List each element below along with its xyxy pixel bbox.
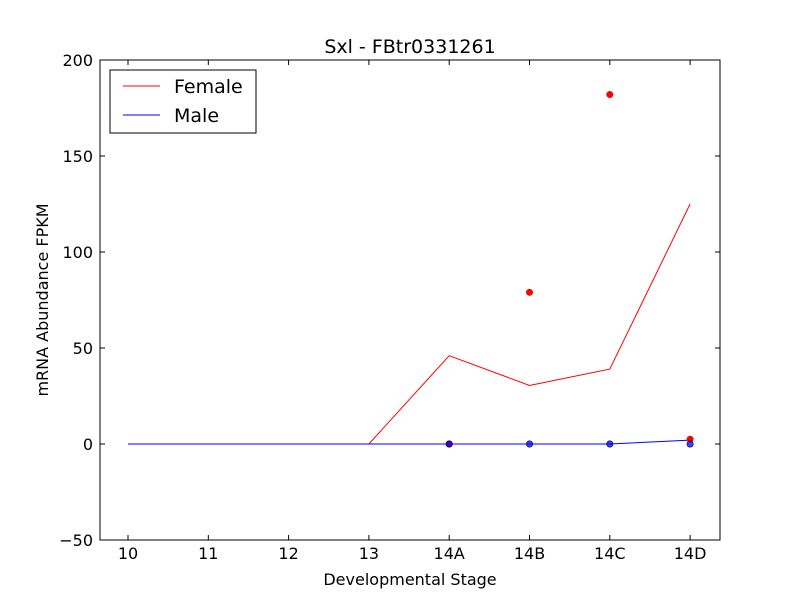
x-tick-label: 12 — [278, 544, 298, 563]
data-point-male — [525, 440, 533, 448]
y-axis-label: mRNA Abundance FPKM — [33, 203, 52, 396]
y-tick-label: 50 — [73, 339, 93, 358]
x-tick-label: 14B — [514, 544, 545, 563]
series-line-male — [128, 439, 691, 445]
y-tick-label: 100 — [62, 243, 93, 262]
legend: Female Male — [109, 69, 257, 134]
data-point-male — [445, 440, 453, 448]
y-tick-label: 200 — [62, 51, 93, 70]
y-tick-label: 150 — [62, 147, 93, 166]
x-axis-label: Developmental Stage — [323, 570, 496, 589]
data-point-male — [606, 440, 614, 448]
legend-label-female: Female — [174, 76, 243, 98]
y-tick-label: 0 — [83, 435, 93, 454]
plot-frame — [99, 59, 721, 541]
x-tick-label: 13 — [359, 544, 379, 563]
x-tick-label: 14A — [434, 544, 465, 563]
data-point-female — [606, 91, 614, 99]
x-tick-label: 10 — [118, 544, 138, 563]
data-point-male — [686, 440, 694, 448]
x-tick-label: 14D — [674, 544, 707, 563]
legend-box — [109, 69, 257, 134]
chart-title: Sxl - FBtr0331261 — [324, 36, 495, 58]
y-tick-label: −50 — [59, 531, 93, 550]
data-point-female — [525, 288, 533, 296]
x-tick-label: 11 — [198, 544, 218, 563]
x-tick-label: 14C — [594, 544, 626, 563]
legend-label-male: Male — [174, 105, 219, 127]
